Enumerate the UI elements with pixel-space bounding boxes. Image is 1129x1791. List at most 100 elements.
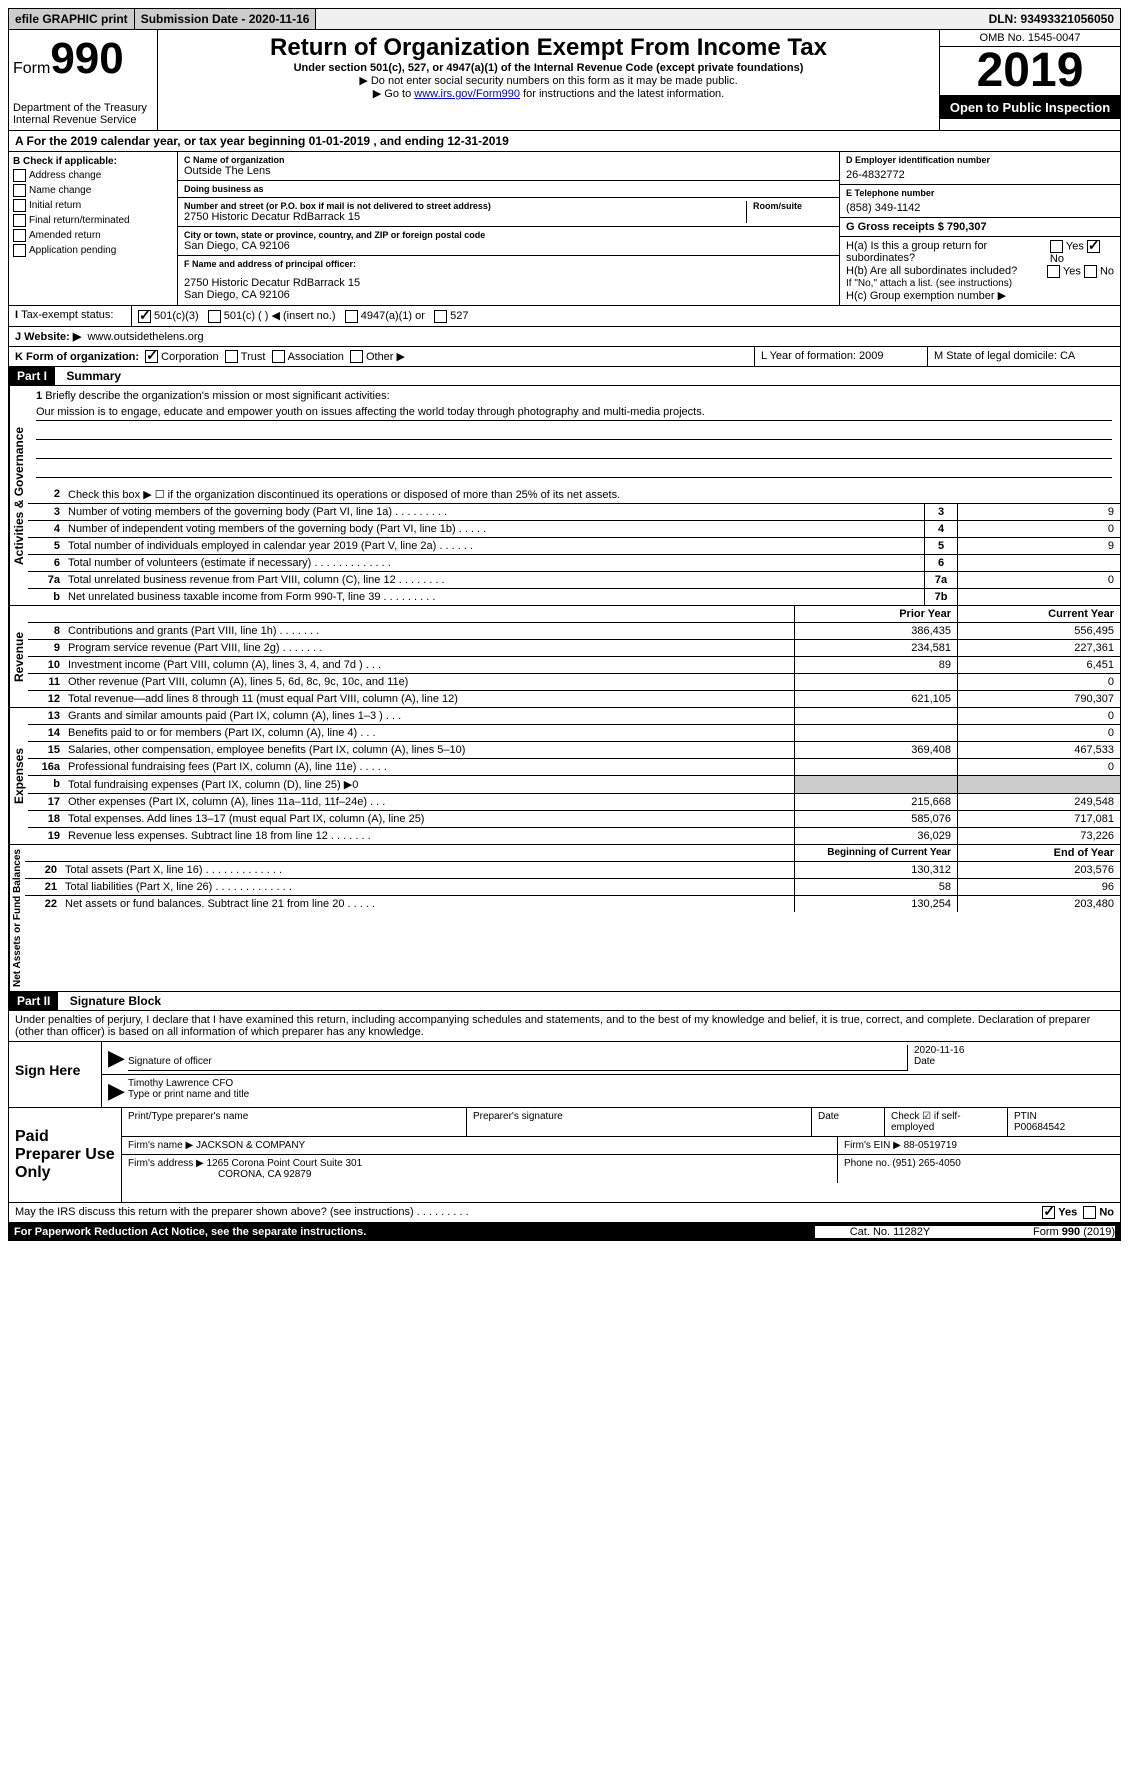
form-of-org-row: K Form of organization: Corporation Trus… [8,347,1121,368]
mission-text: Our mission is to engage, educate and em… [36,406,1112,421]
irs-link[interactable]: www.irs.gov/Form990 [414,88,520,100]
l2: Check this box ▶ ☐ if the organization d… [64,486,1120,503]
part1-header: Part I [9,367,55,385]
tax-year: 2019 [940,47,1120,96]
phone-value: (858) 349-1142 [846,202,1114,214]
form-subtitle: Under section 501(c), 527, or 4947(a)(1)… [162,62,935,74]
print-name-label: Print/Type preparer's name [122,1108,467,1136]
sign-arrow-icon: ▶ [108,1045,128,1071]
501c-checkbox[interactable] [208,310,221,323]
city-label: City or town, state or province, country… [184,230,833,240]
end-year-head: End of Year [957,845,1120,861]
other-checkbox[interactable] [350,350,363,363]
l4v: 0 [957,521,1120,537]
ein-value: 26-4832772 [846,169,1114,181]
form-header: Form990 Department of the Treasury Inter… [8,30,1121,131]
part2-header: Part II [9,992,58,1010]
exp-side-label: Expenses [9,708,28,844]
dln-label: DLN: 93493321056050 [983,9,1120,29]
l3: Number of voting members of the governin… [64,504,924,520]
paid-preparer-label: Paid Preparer Use Only [9,1108,122,1202]
501c3-checkbox[interactable] [138,310,151,323]
firm-addr: 1265 Corona Point Court Suite 301 [207,1158,363,1169]
paid-preparer-block: Paid Preparer Use Only Print/Type prepar… [8,1108,1121,1203]
activities-governance-section: Activities & Governance 1 Briefly descri… [8,386,1121,606]
trust-checkbox[interactable] [225,350,238,363]
part2-title: Signature Block [62,994,161,1008]
begin-year-head: Beginning of Current Year [794,845,957,861]
self-employed-check[interactable]: Check ☑ if self-employed [885,1108,1008,1136]
prep-date-label: Date [812,1108,885,1136]
sign-arrow-icon: ▶ [108,1078,128,1104]
tax-status-row: I Tax-exempt status: 501(c)(3) 501(c) ( … [8,306,1121,327]
firm-name: JACKSON & COMPANY [196,1140,305,1151]
527-checkbox[interactable] [434,310,447,323]
form-title: Return of Organization Exempt From Incom… [162,34,935,62]
l3v: 9 [957,504,1120,520]
addr-label: Number and street (or P.O. box if mail i… [184,201,746,211]
assoc-checkbox[interactable] [272,350,285,363]
discuss-row: May the IRS discuss this return with the… [8,1203,1121,1223]
4947-checkbox[interactable] [345,310,358,323]
check-column: B Check if applicable: Address change Na… [9,152,178,305]
prep-sig-label: Preparer's signature [467,1108,812,1136]
corp-checkbox[interactable] [145,350,158,363]
current-year-head: Current Year [957,606,1120,622]
efile-print-button[interactable]: efile GRAPHIC print [9,9,135,29]
top-bar: efile GRAPHIC print Submission Date - 20… [8,8,1121,30]
l7av: 0 [957,572,1120,588]
l6: Total number of volunteers (estimate if … [64,555,924,571]
pra-notice: For Paperwork Reduction Act Notice, see … [14,1226,366,1238]
ag-side-label: Activities & Governance [9,386,28,605]
net-side-label: Net Assets or Fund Balances [9,845,25,991]
ein-label: D Employer identification number [846,155,1114,165]
firm-phone: Phone no. (951) 265-4050 [838,1155,1120,1183]
form-number: Form990 [13,34,153,84]
expenses-section: Expenses 13Grants and similar amounts pa… [8,708,1121,845]
org-address: 2750 Historic Decatur RdBarrack 15 [184,211,746,223]
sign-block: Sign Here ▶ Signature of officer 2020-11… [8,1042,1121,1108]
ha-label: H(a) Is this a group return for subordin… [846,240,1050,265]
declaration-text: Under penalties of perjury, I declare th… [9,1011,1120,1041]
gross-receipts: G Gross receipts $ 790,307 [846,221,987,233]
l5: Total number of individuals employed in … [64,538,924,554]
net-assets-section: Net Assets or Fund Balances Beginning of… [8,845,1121,992]
room-label: Room/suite [753,201,833,211]
hc-label: H(c) Group exemption number ▶ [846,289,1114,302]
final-return-checkbox[interactable]: Final return/terminated [13,214,173,227]
amended-checkbox[interactable]: Amended return [13,229,173,242]
hb-label: H(b) Are all subordinates included? [846,265,1017,278]
officer-label: F Name and address of principal officer: [184,259,833,269]
discuss-no-checkbox[interactable] [1083,1206,1096,1219]
website-row: J Website: ▶ www.outsidethelens.org [8,327,1121,347]
officer-addr: 2750 Historic Decatur RdBarrack 15 San D… [184,277,833,301]
state-domicile: M State of legal domicile: CA [927,347,1120,367]
firm-ein: Firm's EIN ▶ 88-0519719 [838,1137,1120,1154]
submission-date-button[interactable]: Submission Date - 2020-11-16 [135,9,317,29]
part1-title: Summary [58,369,121,383]
info-grid: B Check if applicable: Address change Na… [8,152,1121,306]
phone-label: E Telephone number [846,188,1114,198]
org-name-label: C Name of organization [184,155,833,165]
discuss-yes-checkbox[interactable] [1042,1206,1055,1219]
app-pending-checkbox[interactable]: Application pending [13,244,173,257]
addr-change-checkbox[interactable]: Address change [13,169,173,182]
revenue-section: Revenue Prior YearCurrent Year 8Contribu… [8,606,1121,708]
department-label: Department of the Treasury Internal Reve… [13,102,153,126]
l6v [957,555,1120,571]
ptin-value: P00684542 [1014,1122,1065,1133]
officer-sig-line: Signature of officer [128,1045,907,1071]
period-row: A For the 2019 calendar year, or tax yea… [8,131,1121,152]
dba-label: Doing business as [184,184,833,194]
org-city: San Diego, CA 92106 [184,240,833,252]
name-change-checkbox[interactable]: Name change [13,184,173,197]
initial-return-checkbox[interactable]: Initial return [13,199,173,212]
instructions-note: ▶ Go to www.irs.gov/Form990 for instruct… [162,87,935,100]
l7bv [957,589,1120,605]
website-value: www.outsidethelens.org [87,331,203,343]
l7b: Net unrelated business taxable income fr… [64,589,924,605]
hb-note: If "No," attach a list. (see instruction… [846,278,1114,289]
org-name: Outside The Lens [184,165,833,177]
l4: Number of independent voting members of … [64,521,924,537]
prior-year-head: Prior Year [794,606,957,622]
